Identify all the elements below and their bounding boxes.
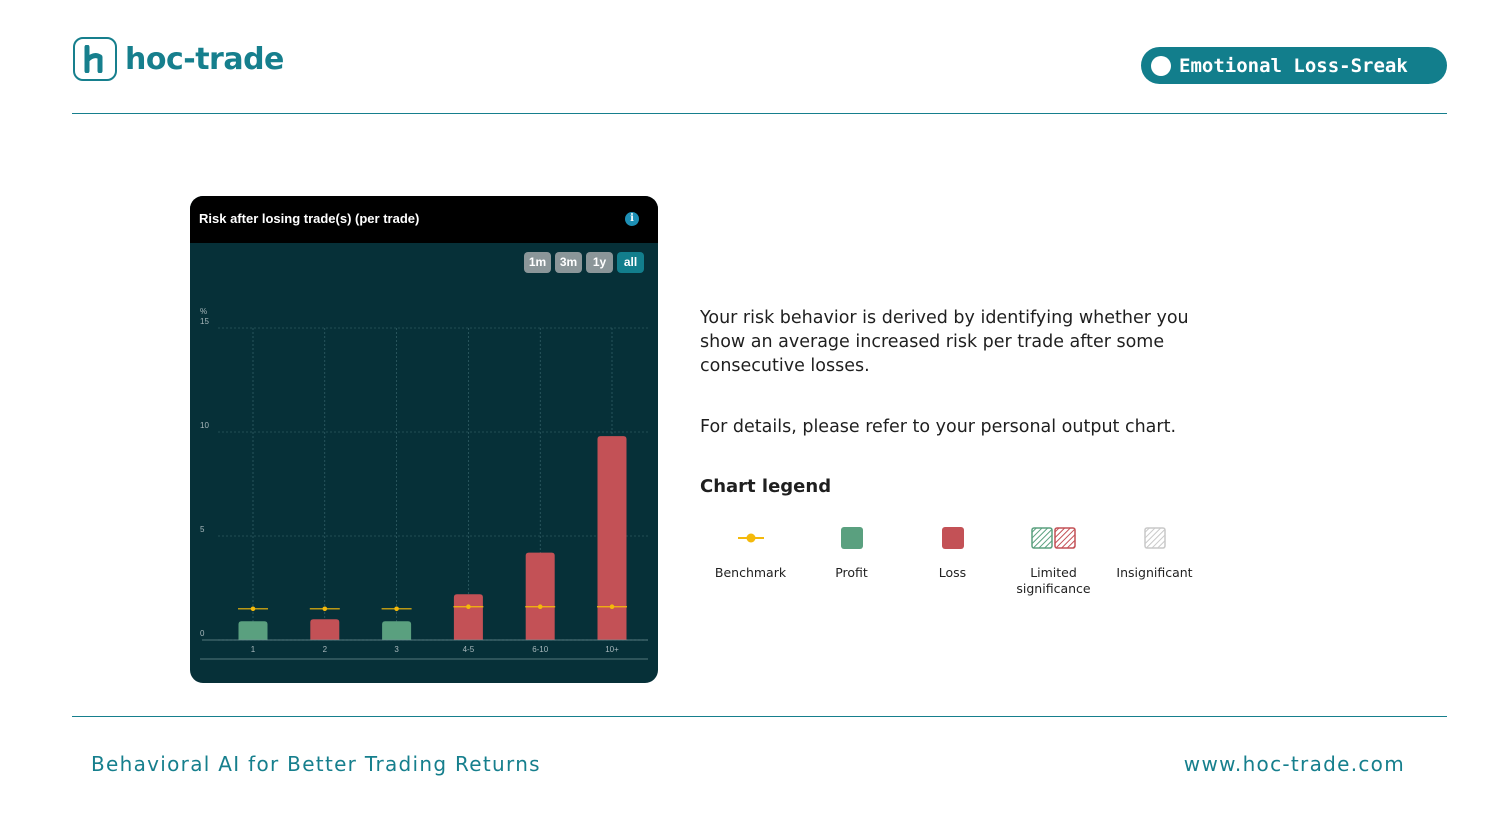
benchmark-point-6-10: [537, 604, 543, 610]
x-tick-label-6-10: 6-10: [532, 645, 549, 654]
legend-item-loss: Loss: [902, 525, 1003, 597]
x-tick-label-2: 2: [323, 645, 328, 654]
description-paragraph: Your risk behavior is derived by identif…: [700, 308, 1189, 376]
range-button-1m[interactable]: 1m: [524, 252, 551, 273]
range-button-all[interactable]: all: [617, 252, 644, 273]
risk-chart-card: Risk after losing trade(s) (per trade) i…: [190, 196, 658, 683]
brand-logo: hoc-trade: [73, 37, 284, 81]
legend-label-limited-significance: Limited significance: [1016, 565, 1091, 596]
details-paragraph: For details, please refer to your person…: [700, 417, 1177, 437]
benchmark-icon: [737, 525, 765, 551]
card-header: Risk after losing trade(s) (per trade) i: [190, 196, 658, 243]
card-title: Risk after losing trade(s) (per trade): [199, 211, 420, 226]
footer-tagline: Behavioral AI for Better Trading Returns: [91, 752, 541, 776]
header-divider: [72, 113, 1447, 114]
bar-1: [238, 621, 268, 640]
topic-badge-label: Emotional Loss-Sreak: [1179, 54, 1408, 77]
legend-label-profit: Profit: [835, 565, 868, 580]
range-button-3m[interactable]: 3m: [555, 252, 582, 273]
legend-item-profit: Profit: [801, 525, 902, 597]
legend-title: Chart legend: [700, 476, 832, 497]
benchmark-point-3: [394, 606, 399, 612]
x-tick-label-1: 1: [251, 645, 256, 654]
bar-2: [310, 619, 340, 640]
benchmark-point-2: [322, 606, 328, 612]
legend-item-insignificant: Insignificant: [1104, 525, 1205, 597]
legend-item-limited-significance: Limited significance: [1003, 525, 1104, 597]
x-tick-label-3: 3: [394, 645, 399, 654]
footer-divider: [72, 716, 1447, 717]
chart-legend: Benchmark Profit Loss: [700, 525, 1205, 597]
benchmark-point-1: [250, 606, 256, 612]
bar-6-10: [525, 552, 555, 640]
y-axis-label: %: [200, 307, 207, 316]
topic-badge: Emotional Loss-Sreak: [1141, 47, 1447, 84]
y-tick-label: 5: [200, 525, 205, 534]
x-tick-label-10+: 10+: [605, 645, 619, 654]
profit-swatch: [840, 525, 863, 551]
footer-website-link[interactable]: www.hoc-trade.com: [1183, 752, 1405, 776]
badge-dot-icon: [1151, 55, 1171, 76]
x-tick-label-4-5: 4-5: [463, 645, 475, 654]
y-tick-label: 0: [200, 629, 205, 638]
y-tick-label: 15: [200, 317, 209, 326]
legend-item-benchmark: Benchmark: [700, 525, 801, 597]
y-tick-label: 10: [200, 421, 209, 430]
benchmark-point-4-5: [466, 604, 471, 610]
bar-3: [382, 621, 412, 640]
legend-label-benchmark: Benchmark: [714, 565, 787, 580]
limited-significance-swatch: [1030, 525, 1077, 551]
info-icon[interactable]: i: [625, 212, 639, 226]
legend-label-insignificant: Insignificant: [1116, 565, 1193, 580]
brand-name: hoc-trade: [125, 41, 284, 77]
legend-label-loss: Loss: [938, 565, 967, 580]
benchmark-point-10+: [609, 604, 615, 610]
bar-10+: [597, 436, 627, 640]
range-button-1y[interactable]: 1y: [586, 252, 613, 273]
h-logo-icon: [73, 37, 117, 81]
bar-4-5: [453, 594, 483, 640]
risk-bar-chart: 0 5 10 15% 1 2 3 4-5 6-10 10+: [200, 307, 648, 660]
insignificant-swatch: [1143, 525, 1166, 551]
time-range-selector: 1m 3m 1y all: [524, 252, 644, 273]
loss-swatch: [941, 525, 964, 551]
